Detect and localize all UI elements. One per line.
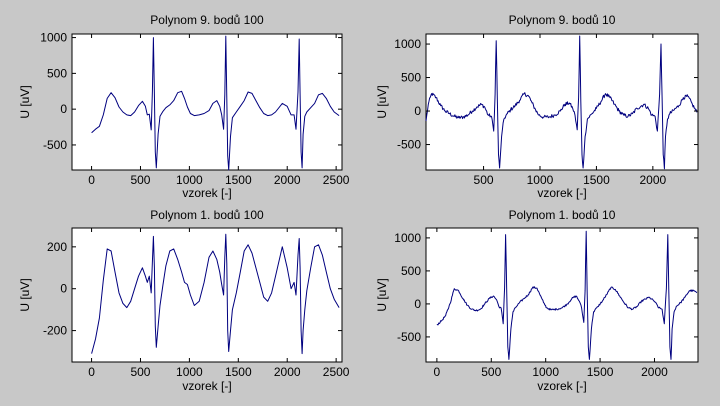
subplot-2-title: Polynom 9. bodů 10 <box>509 13 616 27</box>
subplot-2-xtick-label: 1000 <box>527 173 554 187</box>
subplot-1-ytick-label: 1000 <box>40 31 67 45</box>
subplot-3-xtick-label: 500 <box>130 365 150 379</box>
subplot-1-xlabel: vzorek [-] <box>182 186 231 200</box>
subplot-3-ytick-label: -200 <box>43 324 67 338</box>
subplot-4: Polynom 1. bodů 10 U [uV] vzorek [-] 0 50… <box>375 208 699 393</box>
subplot-1-xtick-label: 1000 <box>176 173 203 187</box>
subplot-4-xtick-label: 1500 <box>587 365 614 379</box>
subplot-1-xtick-label: 1500 <box>225 173 252 187</box>
subplot-1-ylabel: U [uV] <box>18 85 32 118</box>
subplot-2-xlabel: vzorek [-] <box>537 186 586 200</box>
subplot-4-title: Polynom 1. bodů 10 <box>509 208 616 222</box>
subplot-3-xlabel: vzorek [-] <box>182 379 231 393</box>
subplot-1-series-line <box>91 35 340 171</box>
subplot-4-xtick-label: 0 <box>434 365 441 379</box>
subplot-3-xtick-label: 1500 <box>225 365 252 379</box>
subplot-4-xtick-label: 2000 <box>641 365 668 379</box>
subplot-1-xtick-label: 500 <box>130 173 150 187</box>
subplot-1: Polynom 9. bodů 100 U [uV] vzorek [-] 0 5… <box>18 13 350 200</box>
subplot-1-ytick-label: -500 <box>43 138 67 152</box>
subplot-1-xtick-label: 2000 <box>274 173 301 187</box>
subplot-4-series-line <box>436 230 698 360</box>
subplot-1-ytick-label: 0 <box>60 102 67 116</box>
subplot-4-ylabel: U [uV] <box>375 278 389 311</box>
subplot-3-xtick-label: 2000 <box>274 365 301 379</box>
subplot-4-plot-area <box>425 227 699 363</box>
subplot-2-ytick-label: 1000 <box>394 37 421 51</box>
subplot-3: Polynom 1. bodů 100 U [uV] vzorek [-] 0 5… <box>18 208 350 393</box>
subplot-3-xtick-label: 1000 <box>176 365 203 379</box>
subplot-3-xtick-label: 0 <box>88 365 95 379</box>
subplot-2-plot-area <box>425 33 699 171</box>
subplot-3-plot-area <box>71 227 343 363</box>
subplot-2-xtick-label: 2000 <box>640 173 667 187</box>
subplot-1-xtick-label: 0 <box>88 173 95 187</box>
subplot-4-xtick-label: 1000 <box>532 365 559 379</box>
subplot-3-ylabel: U [uV] <box>18 278 32 311</box>
subplot-2-ylabel: U [uV] <box>375 85 389 118</box>
subplot-2-ytick-label: 500 <box>401 71 421 85</box>
subplot-3-series-line <box>91 233 340 355</box>
subplot-4-ytick-label: 0 <box>414 297 421 311</box>
subplot-4-ytick-label: 1000 <box>394 231 421 245</box>
subplot-3-xtick-label: 2500 <box>323 365 350 379</box>
subplot-1-ytick-label: 500 <box>47 66 67 80</box>
subplot-1-xtick-label: 2500 <box>323 173 350 187</box>
subplot-3-ytick-label: 200 <box>47 240 67 254</box>
subplot-2-ytick-label: 0 <box>414 104 421 118</box>
subplot-1-title: Polynom 9. bodů 100 <box>150 13 264 27</box>
subplot-4-xlabel: vzorek [-] <box>537 379 586 393</box>
subplot-4-ytick-label: -500 <box>397 330 421 344</box>
subplot-3-title: Polynom 1. bodů 100 <box>150 208 264 222</box>
subplot-3-ytick-label: 0 <box>60 282 67 296</box>
subplot-2-xtick-label: 1500 <box>583 173 610 187</box>
subplot-2-xtick-label: 500 <box>474 173 494 187</box>
subplot-4-xtick-label: 500 <box>481 365 501 379</box>
subplot-4-ytick-label: 500 <box>401 264 421 278</box>
subplot-2-ytick-label: -500 <box>397 138 421 152</box>
subplot-2-series-line <box>425 35 698 170</box>
subplot-2: Polynom 9. bodů 10 U [uV] vzorek [-] 500… <box>375 13 699 200</box>
